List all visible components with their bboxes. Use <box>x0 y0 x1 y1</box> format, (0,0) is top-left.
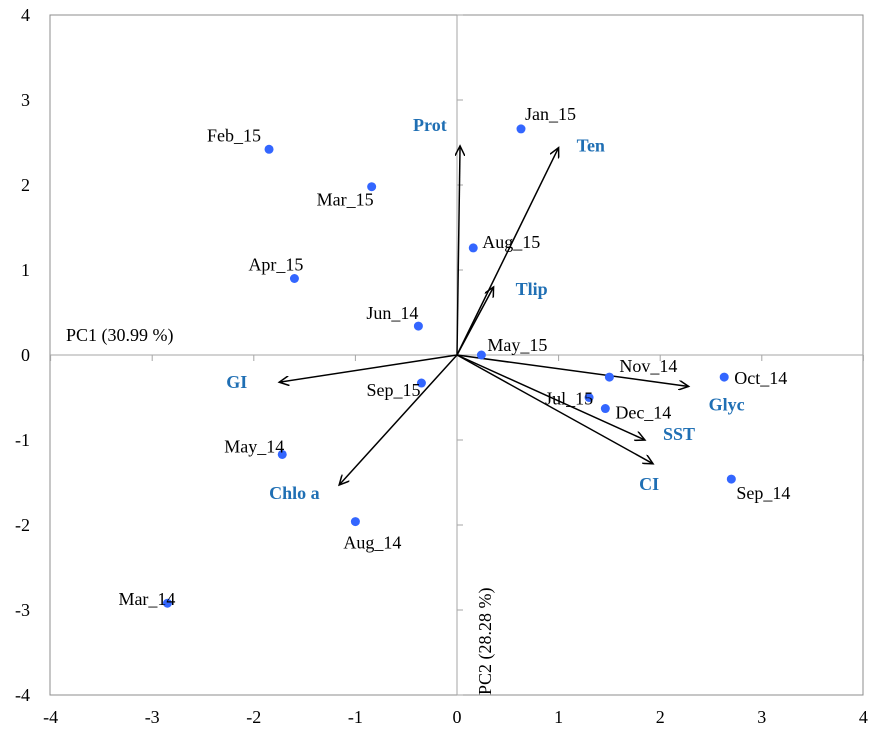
observation-label: Nov_14 <box>619 356 677 376</box>
y-tick-label: 3 <box>21 90 30 110</box>
x-tick-label: -1 <box>348 707 363 727</box>
observation-label: Oct_14 <box>734 368 787 388</box>
y-tick-label: 2 <box>21 175 30 195</box>
y-tick-label: 4 <box>21 5 30 25</box>
x-tick-label: 0 <box>453 707 462 727</box>
observation-point <box>416 378 426 388</box>
variable-label: SST <box>663 424 695 444</box>
observation-point <box>600 404 610 414</box>
x-tick-label: -3 <box>145 707 160 727</box>
observation-label: Mar_15 <box>317 190 374 210</box>
observation-point <box>719 372 729 382</box>
y-tick-label: -1 <box>15 430 30 450</box>
observation-points <box>162 124 736 608</box>
observation-point <box>367 182 377 192</box>
x-axis-title: PC1 (30.99 %) <box>66 325 174 346</box>
variable-label: Tlip <box>516 279 548 299</box>
x-tick-label: 1 <box>554 707 563 727</box>
observation-point <box>726 474 736 484</box>
observation-point <box>413 321 423 331</box>
y-tick-label: -3 <box>15 600 30 620</box>
variable-vector <box>456 354 645 440</box>
observation-point <box>584 393 594 402</box>
variable-vector <box>456 287 494 356</box>
x-tick-label: -2 <box>246 707 261 727</box>
y-tick-label: 0 <box>21 345 30 365</box>
observation-label: Aug_15 <box>482 232 540 252</box>
x-tick-label: 4 <box>859 707 868 727</box>
axes-layer: -4 -3 -2 -1 0 1 2 3 4 4 3 2 1 0 -1 -2 -3 -4 <box>15 5 868 727</box>
observation-point <box>476 350 486 360</box>
observation-label: Feb_15 <box>207 125 261 145</box>
observation-point <box>277 449 287 459</box>
observation-point <box>264 144 274 154</box>
variable-vector <box>339 354 458 485</box>
x-tick-label: 3 <box>757 707 766 727</box>
observation-label: Jun_14 <box>366 303 418 323</box>
y-tick-label: -2 <box>15 515 30 535</box>
variable-label: CI <box>639 474 659 494</box>
y-tick-label: 1 <box>21 260 30 280</box>
observation-label: Dec_14 <box>615 403 671 423</box>
labels-layer: Prot Ten Tlip GI Chlo a Glyc SST CI Jan_15 Feb_15… <box>118 104 790 609</box>
observation-point <box>516 124 526 134</box>
variable-vector <box>456 148 559 356</box>
x-tick-label: -4 <box>43 707 58 727</box>
observation-label: Jan_15 <box>525 104 576 124</box>
observation-label: Sep_15 <box>366 380 420 400</box>
variable-vector <box>457 146 460 356</box>
observation-point <box>289 274 299 283</box>
observation-label: Mar_14 <box>118 589 175 609</box>
variable-label: Glyc <box>709 394 745 414</box>
observation-label: May_15 <box>487 335 547 355</box>
observation-point <box>604 372 614 382</box>
observation-label: May_14 <box>224 436 284 456</box>
observation-label: Sep_14 <box>736 483 790 503</box>
observation-point <box>162 598 172 608</box>
variable-vector <box>279 354 458 382</box>
observation-point <box>468 243 478 253</box>
x-tick-label: 2 <box>656 707 665 727</box>
y-tick-label: -4 <box>15 685 30 705</box>
observation-label: Jul_15 <box>545 389 593 409</box>
variable-vector <box>456 354 653 464</box>
variable-vector <box>456 354 689 386</box>
variable-vectors <box>279 146 688 485</box>
variable-label: Prot <box>413 115 447 135</box>
variable-label: GI <box>226 372 247 392</box>
observation-point <box>350 517 360 527</box>
observation-label: Aug_14 <box>343 533 401 553</box>
y-axis-title: PC2 (28.28 %) <box>475 587 496 695</box>
variable-label: Chlo a <box>269 483 320 503</box>
variable-label: Ten <box>577 136 605 156</box>
observation-label: Apr_15 <box>248 255 303 275</box>
